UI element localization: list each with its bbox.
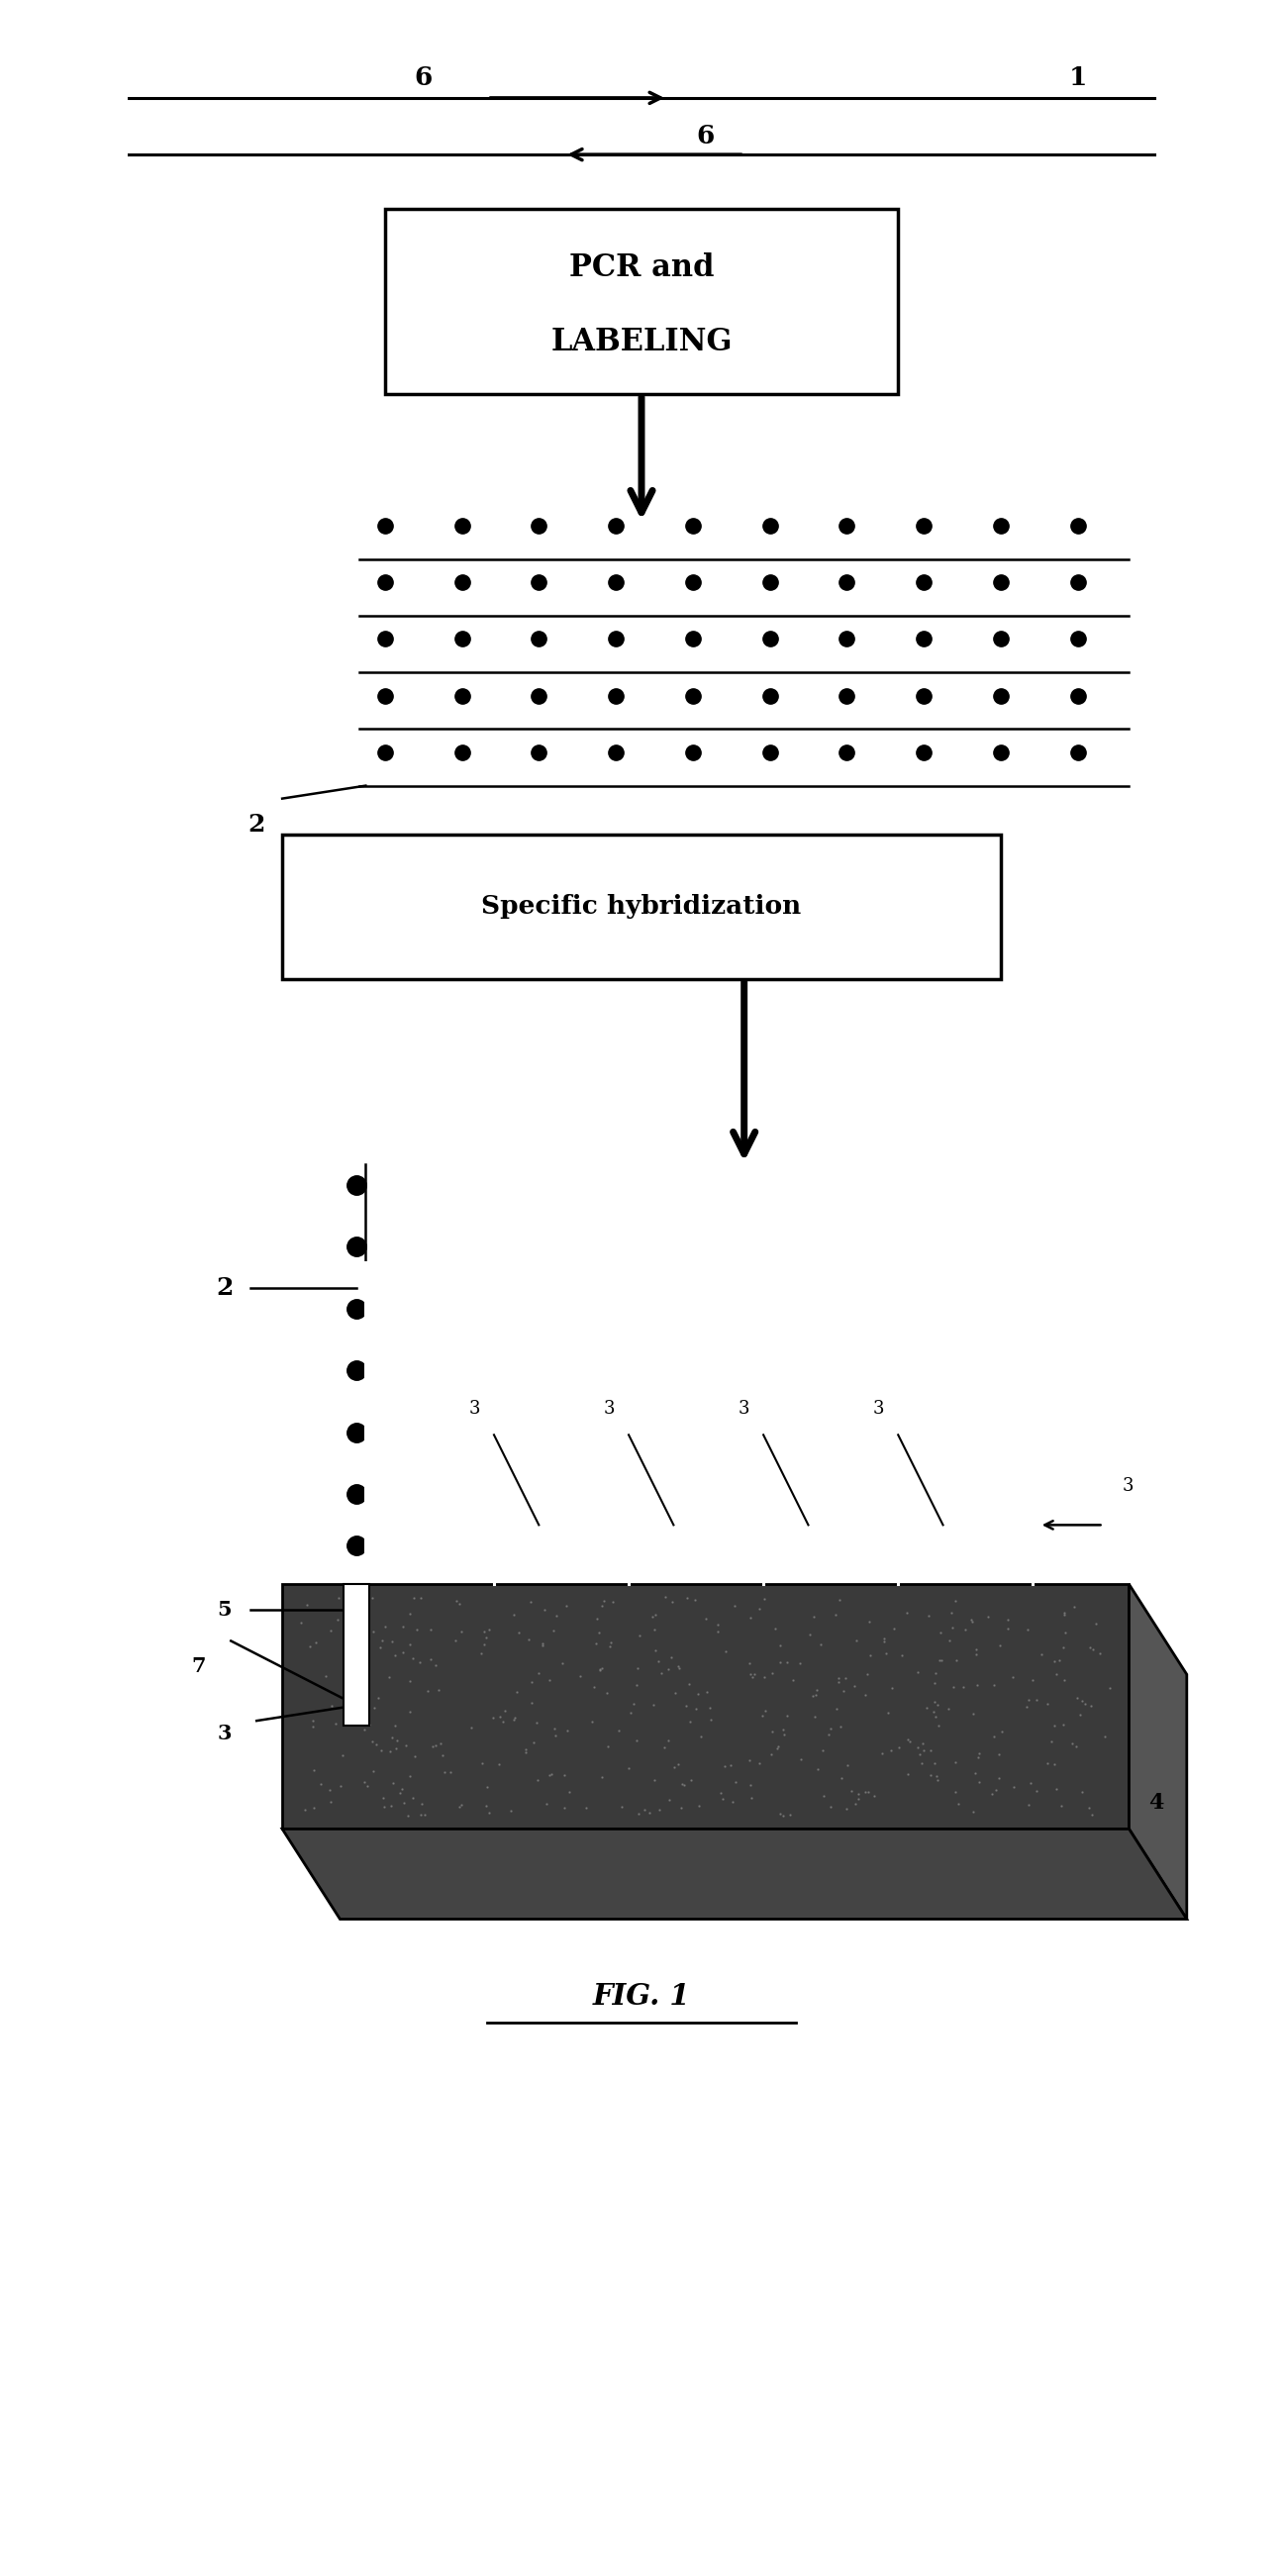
Text: 2: 2 (248, 811, 266, 837)
Polygon shape (1129, 1584, 1187, 1919)
Text: 3: 3 (739, 1401, 749, 1417)
Text: 6: 6 (414, 64, 432, 90)
Text: 6: 6 (697, 124, 715, 149)
Text: 4: 4 (1148, 1793, 1164, 1814)
Text: 3: 3 (874, 1401, 884, 1417)
Text: 3: 3 (217, 1723, 232, 1744)
Text: 5: 5 (217, 1600, 232, 1620)
FancyBboxPatch shape (385, 209, 898, 394)
Text: 3: 3 (470, 1401, 480, 1417)
Polygon shape (282, 1829, 1187, 1919)
Text: 1: 1 (1069, 64, 1087, 90)
Text: 7: 7 (191, 1656, 207, 1677)
Text: PCR and: PCR and (568, 252, 715, 283)
Text: 2: 2 (216, 1275, 234, 1301)
FancyBboxPatch shape (282, 835, 1001, 979)
Text: LABELING: LABELING (550, 327, 733, 358)
Text: 3: 3 (604, 1401, 615, 1417)
FancyBboxPatch shape (344, 1584, 370, 1726)
Polygon shape (282, 1584, 1129, 1829)
Text: Specific hybridization: Specific hybridization (481, 894, 802, 920)
Text: 3: 3 (1123, 1479, 1134, 1494)
Text: FIG. 1: FIG. 1 (593, 1981, 690, 2012)
